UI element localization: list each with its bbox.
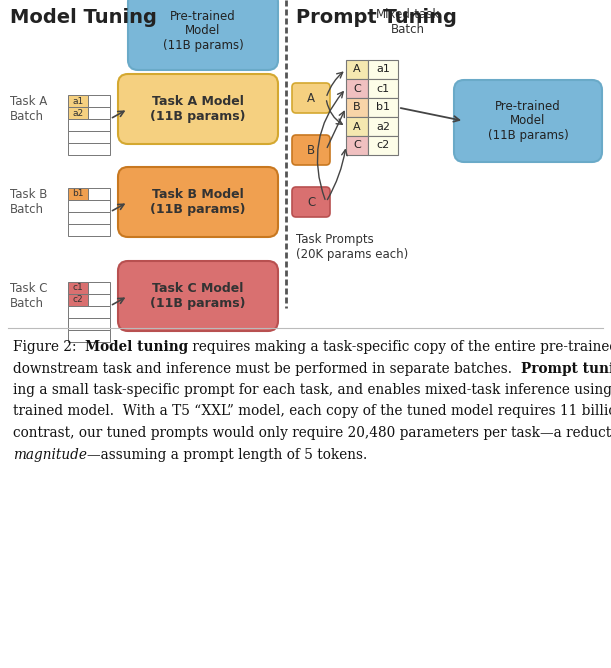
Bar <box>368 98 398 117</box>
Bar <box>368 79 398 98</box>
Text: Task C
Batch: Task C Batch <box>10 282 48 310</box>
Text: Mixed-task
Batch: Mixed-task Batch <box>376 8 440 36</box>
Text: a2: a2 <box>73 108 84 118</box>
Text: Pre-trained
Model
(11B params): Pre-trained Model (11B params) <box>163 9 243 53</box>
Text: Task Prompts
(20K params each): Task Prompts (20K params each) <box>296 233 408 261</box>
Text: downstream task and inference must be performed in separate batches.: downstream task and inference must be pe… <box>13 361 521 375</box>
FancyBboxPatch shape <box>292 187 330 217</box>
Bar <box>68 188 88 200</box>
FancyBboxPatch shape <box>118 261 278 331</box>
Bar <box>68 330 110 342</box>
Text: c2: c2 <box>376 140 390 150</box>
Text: c2: c2 <box>73 295 83 305</box>
Text: Task A
Batch: Task A Batch <box>10 95 47 123</box>
Bar <box>88 282 110 294</box>
Bar <box>368 60 398 79</box>
Text: Figure 2:: Figure 2: <box>13 340 86 354</box>
Bar <box>68 119 110 131</box>
FancyBboxPatch shape <box>292 135 330 165</box>
Text: b1: b1 <box>376 102 390 112</box>
Text: Task A Model
(11B params): Task A Model (11B params) <box>150 95 246 123</box>
Text: C: C <box>353 84 361 94</box>
Text: magnitude: magnitude <box>13 448 87 462</box>
FancyBboxPatch shape <box>118 167 278 237</box>
Text: Prompt tuning: Prompt tuning <box>521 361 611 375</box>
FancyBboxPatch shape <box>128 0 278 70</box>
Text: A: A <box>307 92 315 104</box>
Text: ing a small task-specific prompt for each task, and enables mixed-task inference: ing a small task-specific prompt for eac… <box>13 383 611 397</box>
Text: —assuming a prompt length of 5 tokens.: —assuming a prompt length of 5 tokens. <box>87 448 367 462</box>
Text: Task B
Batch: Task B Batch <box>10 188 48 216</box>
Bar <box>68 318 110 330</box>
Bar <box>68 143 110 155</box>
Bar <box>368 117 398 136</box>
Text: Pre-trained
Model
(11B params): Pre-trained Model (11B params) <box>488 100 568 142</box>
Bar <box>88 107 110 119</box>
Text: Task B Model
(11B params): Task B Model (11B params) <box>150 188 246 216</box>
FancyBboxPatch shape <box>118 74 278 144</box>
Text: Task C Model
(11B params): Task C Model (11B params) <box>150 282 246 310</box>
Text: Model tuning: Model tuning <box>86 340 189 354</box>
Bar <box>68 107 88 119</box>
Text: C: C <box>307 196 315 208</box>
Text: b1: b1 <box>72 190 84 198</box>
Bar <box>88 294 110 306</box>
Bar <box>346 136 368 155</box>
Bar <box>88 188 110 200</box>
Text: c1: c1 <box>376 84 390 94</box>
Text: trained model.  With a T5 “XXL” model, each copy of the tuned model requires 11 : trained model. With a T5 “XXL” model, ea… <box>13 405 611 418</box>
Text: c1: c1 <box>73 283 83 293</box>
Text: A: A <box>353 65 361 75</box>
Text: A: A <box>353 122 361 132</box>
Bar <box>346 79 368 98</box>
Bar <box>368 136 398 155</box>
Bar <box>68 200 110 212</box>
Bar <box>68 224 110 236</box>
Bar <box>68 212 110 224</box>
Bar <box>346 117 368 136</box>
Text: contrast, our tuned prompts would only require 20,480 parameters per task—a redu: contrast, our tuned prompts would only r… <box>13 426 611 440</box>
FancyBboxPatch shape <box>454 80 602 162</box>
Text: a1: a1 <box>376 65 390 75</box>
Text: Model Tuning: Model Tuning <box>10 8 157 27</box>
Text: a1: a1 <box>72 96 84 106</box>
Bar <box>346 60 368 79</box>
FancyBboxPatch shape <box>292 83 330 113</box>
Text: C: C <box>353 140 361 150</box>
Bar <box>68 131 110 143</box>
Bar <box>88 95 110 107</box>
Text: B: B <box>353 102 361 112</box>
Text: Prompt Tuning: Prompt Tuning <box>296 8 457 27</box>
Bar <box>68 306 110 318</box>
Bar <box>346 98 368 117</box>
Text: B: B <box>307 144 315 156</box>
Bar <box>68 282 88 294</box>
Bar <box>68 95 88 107</box>
Text: requires making a task-specific copy of the entire pre-trained model for each: requires making a task-specific copy of … <box>189 340 611 354</box>
Text: a2: a2 <box>376 122 390 132</box>
Bar <box>68 294 88 306</box>
